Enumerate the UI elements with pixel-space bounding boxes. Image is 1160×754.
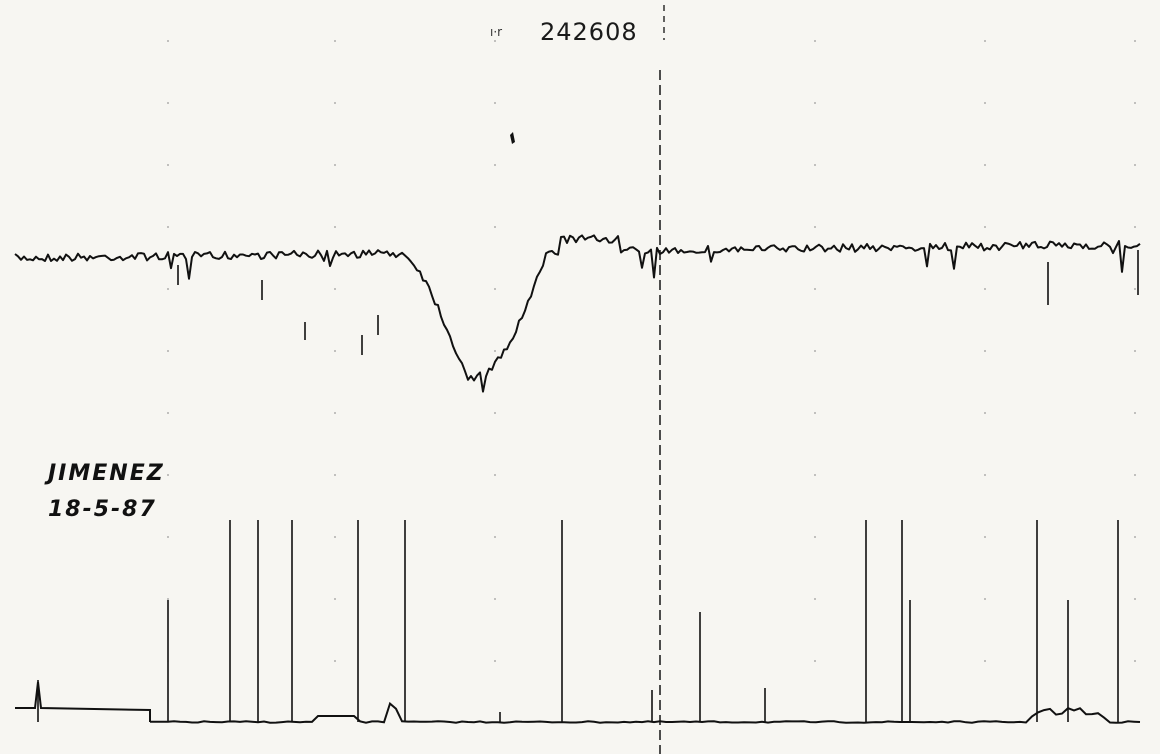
ink-spot bbox=[510, 132, 515, 144]
record-date: 18-5-87 bbox=[48, 497, 157, 522]
upper-trace bbox=[14, 234, 1141, 393]
trace-ticks bbox=[177, 250, 1139, 355]
header-mark: ı·r bbox=[490, 25, 502, 39]
event-spikes bbox=[37, 520, 1119, 722]
record-id: 242608 bbox=[540, 18, 638, 46]
lower-trace bbox=[15, 681, 1141, 724]
patient-name: JIMENEZ bbox=[44, 461, 165, 486]
